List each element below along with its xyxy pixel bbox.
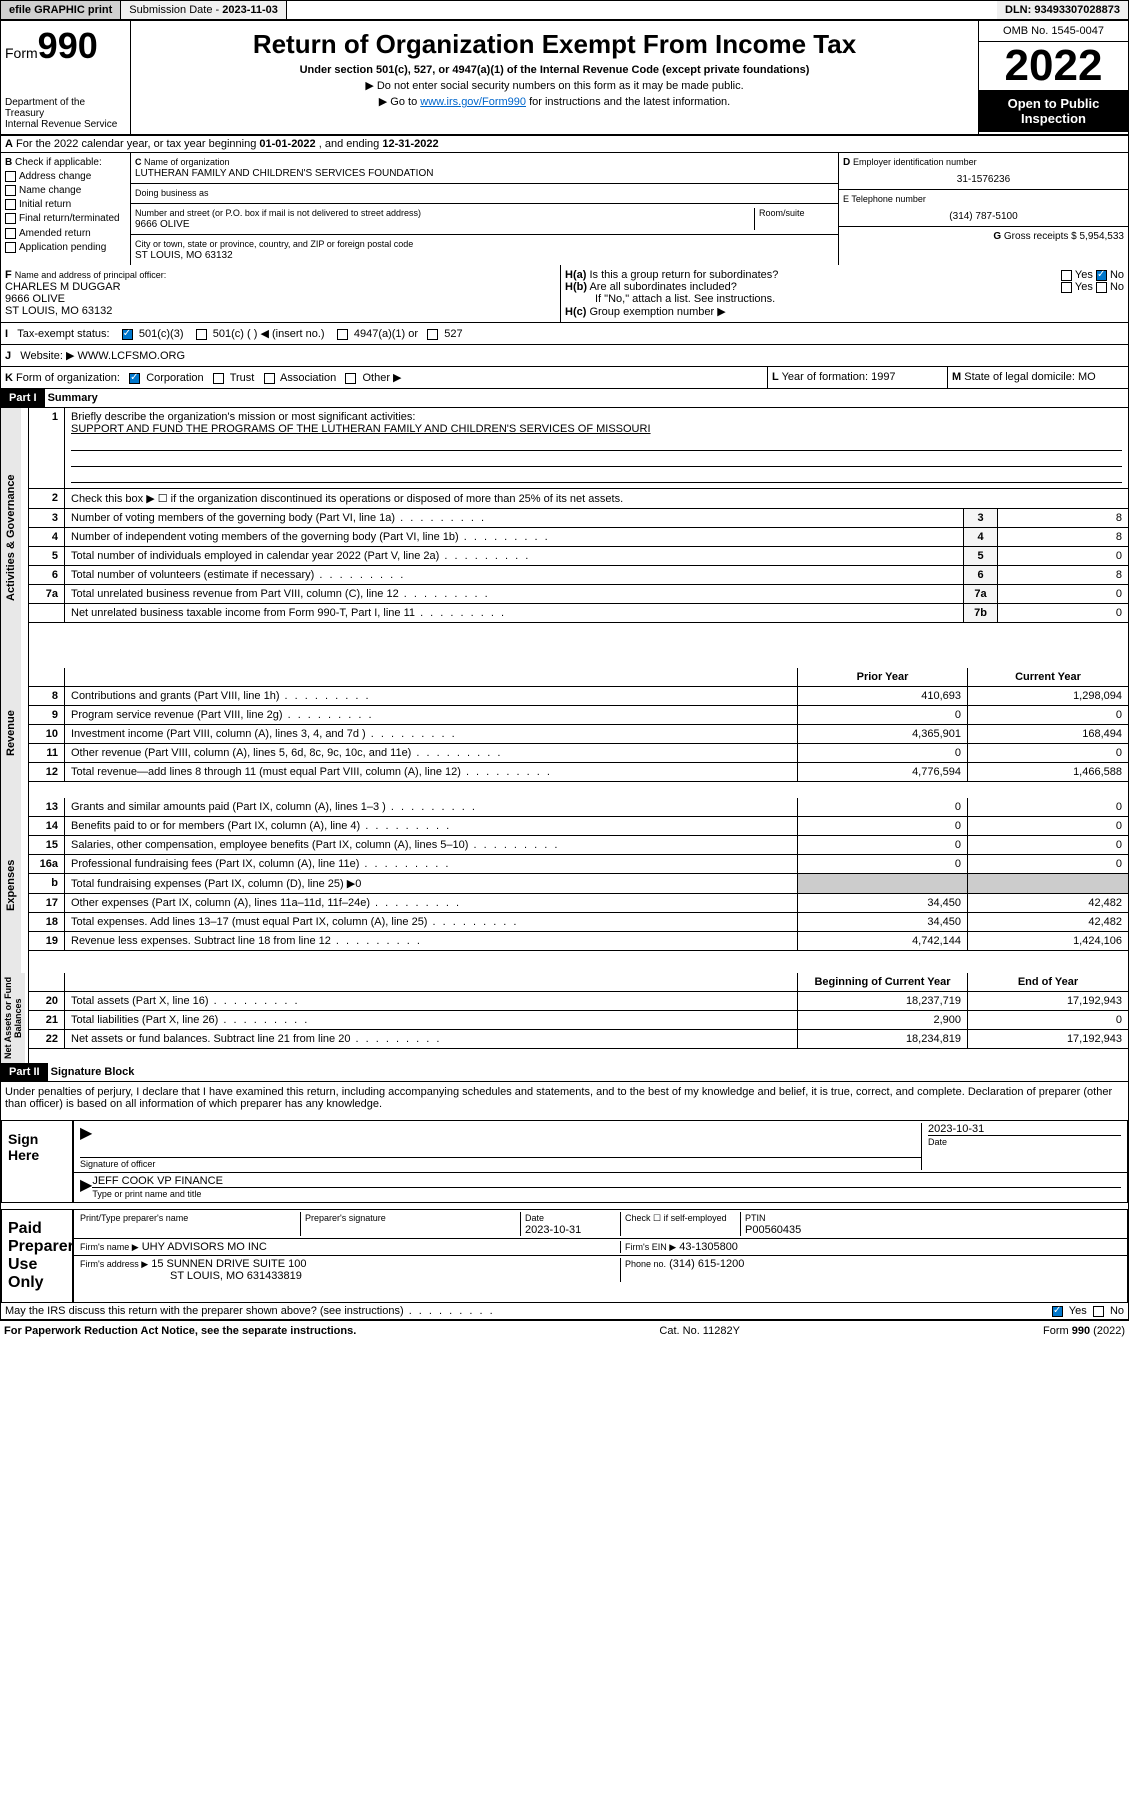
ptin: P00560435 — [745, 1224, 801, 1236]
part-i-header: Part I Summary — [1, 389, 1128, 408]
chk-final-return[interactable]: Final return/terminated — [5, 213, 126, 224]
mission-text: SUPPORT AND FUND THE PROGRAMS OF THE LUT… — [71, 423, 651, 435]
officer-name: CHARLES M DUGGAR — [5, 281, 121, 293]
note-ssn: ▶ Do not enter social security numbers o… — [135, 79, 974, 92]
note-link: ▶ Go to www.irs.gov/Form990 for instruct… — [135, 95, 974, 108]
open-to-public: Open to Public Inspection — [979, 90, 1128, 132]
perjury-declaration: Under penalties of perjury, I declare th… — [1, 1082, 1128, 1114]
chk-amended[interactable]: Amended return — [5, 228, 126, 239]
chk-name-change[interactable]: Name change — [5, 185, 126, 196]
street-address: 9666 OLIVE — [135, 219, 189, 230]
discuss-row: May the IRS discuss this return with the… — [1, 1303, 1128, 1320]
summary-line: 16aProfessional fundraising fees (Part I… — [29, 855, 1128, 874]
summary-line: 11Other revenue (Part VIII, column (A), … — [29, 744, 1128, 763]
firm-phone: (314) 615-1200 — [669, 1258, 744, 1270]
form-title: Return of Organization Exempt From Incom… — [135, 29, 974, 60]
top-toolbar: efile GRAPHIC print Submission Date - 20… — [0, 0, 1129, 20]
submission-date: Submission Date - 2023-11-03 — [121, 1, 287, 19]
entity-block: B Check if applicable: Address change Na… — [1, 153, 1128, 265]
part-ii-header: Part II Signature Block — [1, 1063, 1128, 1082]
form-990: Form990 Department of the Treasury Inter… — [0, 20, 1129, 1321]
chk-corporation[interactable] — [129, 373, 140, 384]
vert-revenue: Revenue — [1, 668, 21, 798]
section-b: B Check if applicable: Address change Na… — [1, 153, 131, 265]
form-subtitle: Under section 501(c), 527, or 4947(a)(1)… — [135, 64, 974, 76]
summary-line: 15Salaries, other compensation, employee… — [29, 836, 1128, 855]
paid-preparer-block: Paid Preparer Use Only Print/Type prepar… — [1, 1209, 1128, 1303]
efile-print-button[interactable]: efile GRAPHIC print — [1, 1, 121, 19]
summary-line: bTotal fundraising expenses (Part IX, co… — [29, 874, 1128, 894]
summary-line: 14Benefits paid to or for members (Part … — [29, 817, 1128, 836]
dba-label: Doing business as — [135, 188, 209, 198]
irs-label: Internal Revenue Service — [5, 119, 126, 130]
summary-line: 8Contributions and grants (Part VIII, li… — [29, 687, 1128, 706]
city-state-zip: ST LOUIS, MO 63132 — [135, 250, 233, 261]
website: WWW.LCFSMO.ORG — [77, 350, 185, 362]
summary-line: Net unrelated business taxable income fr… — [29, 604, 1128, 623]
summary-line: 17Other expenses (Part IX, column (A), l… — [29, 894, 1128, 913]
firm-ein: 43-1305800 — [679, 1241, 738, 1253]
summary-line: 9Program service revenue (Part VIII, lin… — [29, 706, 1128, 725]
tax-year: 2022 — [979, 42, 1128, 90]
summary-line: 12Total revenue—add lines 8 through 11 (… — [29, 763, 1128, 782]
chk-address-change[interactable]: Address change — [5, 171, 126, 182]
chk-initial-return[interactable]: Initial return — [5, 199, 126, 210]
summary-line: 18Total expenses. Add lines 13–17 (must … — [29, 913, 1128, 932]
summary-line: 10Investment income (Part VIII, column (… — [29, 725, 1128, 744]
vert-governance: Activities & Governance — [1, 408, 21, 668]
omb-number: OMB No. 1545-0047 — [979, 21, 1128, 42]
summary-line: 5Total number of individuals employed in… — [29, 547, 1128, 566]
gross-receipts: 5,954,533 — [1080, 231, 1125, 242]
sign-here-block: Sign Here ▶Signature of officer 2023-10-… — [1, 1120, 1128, 1203]
page-footer: For Paperwork Reduction Act Notice, see … — [0, 1321, 1129, 1341]
summary-line: 3Number of voting members of the governi… — [29, 509, 1128, 528]
summary-line: 13Grants and similar amounts paid (Part … — [29, 798, 1128, 817]
chk-discuss-yes[interactable] — [1052, 1306, 1063, 1317]
vert-netassets: Net Assets or Fund Balances — [1, 973, 25, 1063]
irs-link[interactable]: www.irs.gov/Form990 — [420, 96, 526, 108]
state-domicile: MO — [1078, 371, 1096, 383]
section-a: A For the 2022 calendar year, or tax yea… — [1, 136, 1128, 153]
sign-date: 2023-10-31 — [928, 1123, 984, 1135]
officer-sig-name: JEFF COOK VP FINANCE — [92, 1175, 223, 1187]
form-number: Form990 — [5, 25, 126, 67]
dln: DLN: 93493307028873 — [997, 1, 1128, 19]
year-formation: 1997 — [871, 371, 895, 383]
summary-line: 19Revenue less expenses. Subtract line 1… — [29, 932, 1128, 951]
summary-line: 22Net assets or fund balances. Subtract … — [29, 1030, 1128, 1049]
dept-label: Department of the Treasury — [5, 97, 126, 119]
summary-line: 6Total number of volunteers (estimate if… — [29, 566, 1128, 585]
summary-line: 20Total assets (Part X, line 16)18,237,7… — [29, 992, 1128, 1011]
form-header: Form990 Department of the Treasury Inter… — [1, 21, 1128, 136]
summary-line: 7aTotal unrelated business revenue from … — [29, 585, 1128, 604]
summary-line: 4Number of independent voting members of… — [29, 528, 1128, 547]
ein: 31-1576236 — [843, 174, 1124, 185]
firm-name: UHY ADVISORS MO INC — [142, 1241, 267, 1253]
summary-line: 21Total liabilities (Part X, line 26)2,9… — [29, 1011, 1128, 1030]
chk-app-pending[interactable]: Application pending — [5, 242, 126, 253]
vert-expenses: Expenses — [1, 798, 21, 973]
phone: (314) 787-5100 — [843, 211, 1124, 222]
org-name: LUTHERAN FAMILY AND CHILDREN'S SERVICES … — [135, 168, 433, 179]
chk-501c3[interactable] — [122, 329, 133, 340]
